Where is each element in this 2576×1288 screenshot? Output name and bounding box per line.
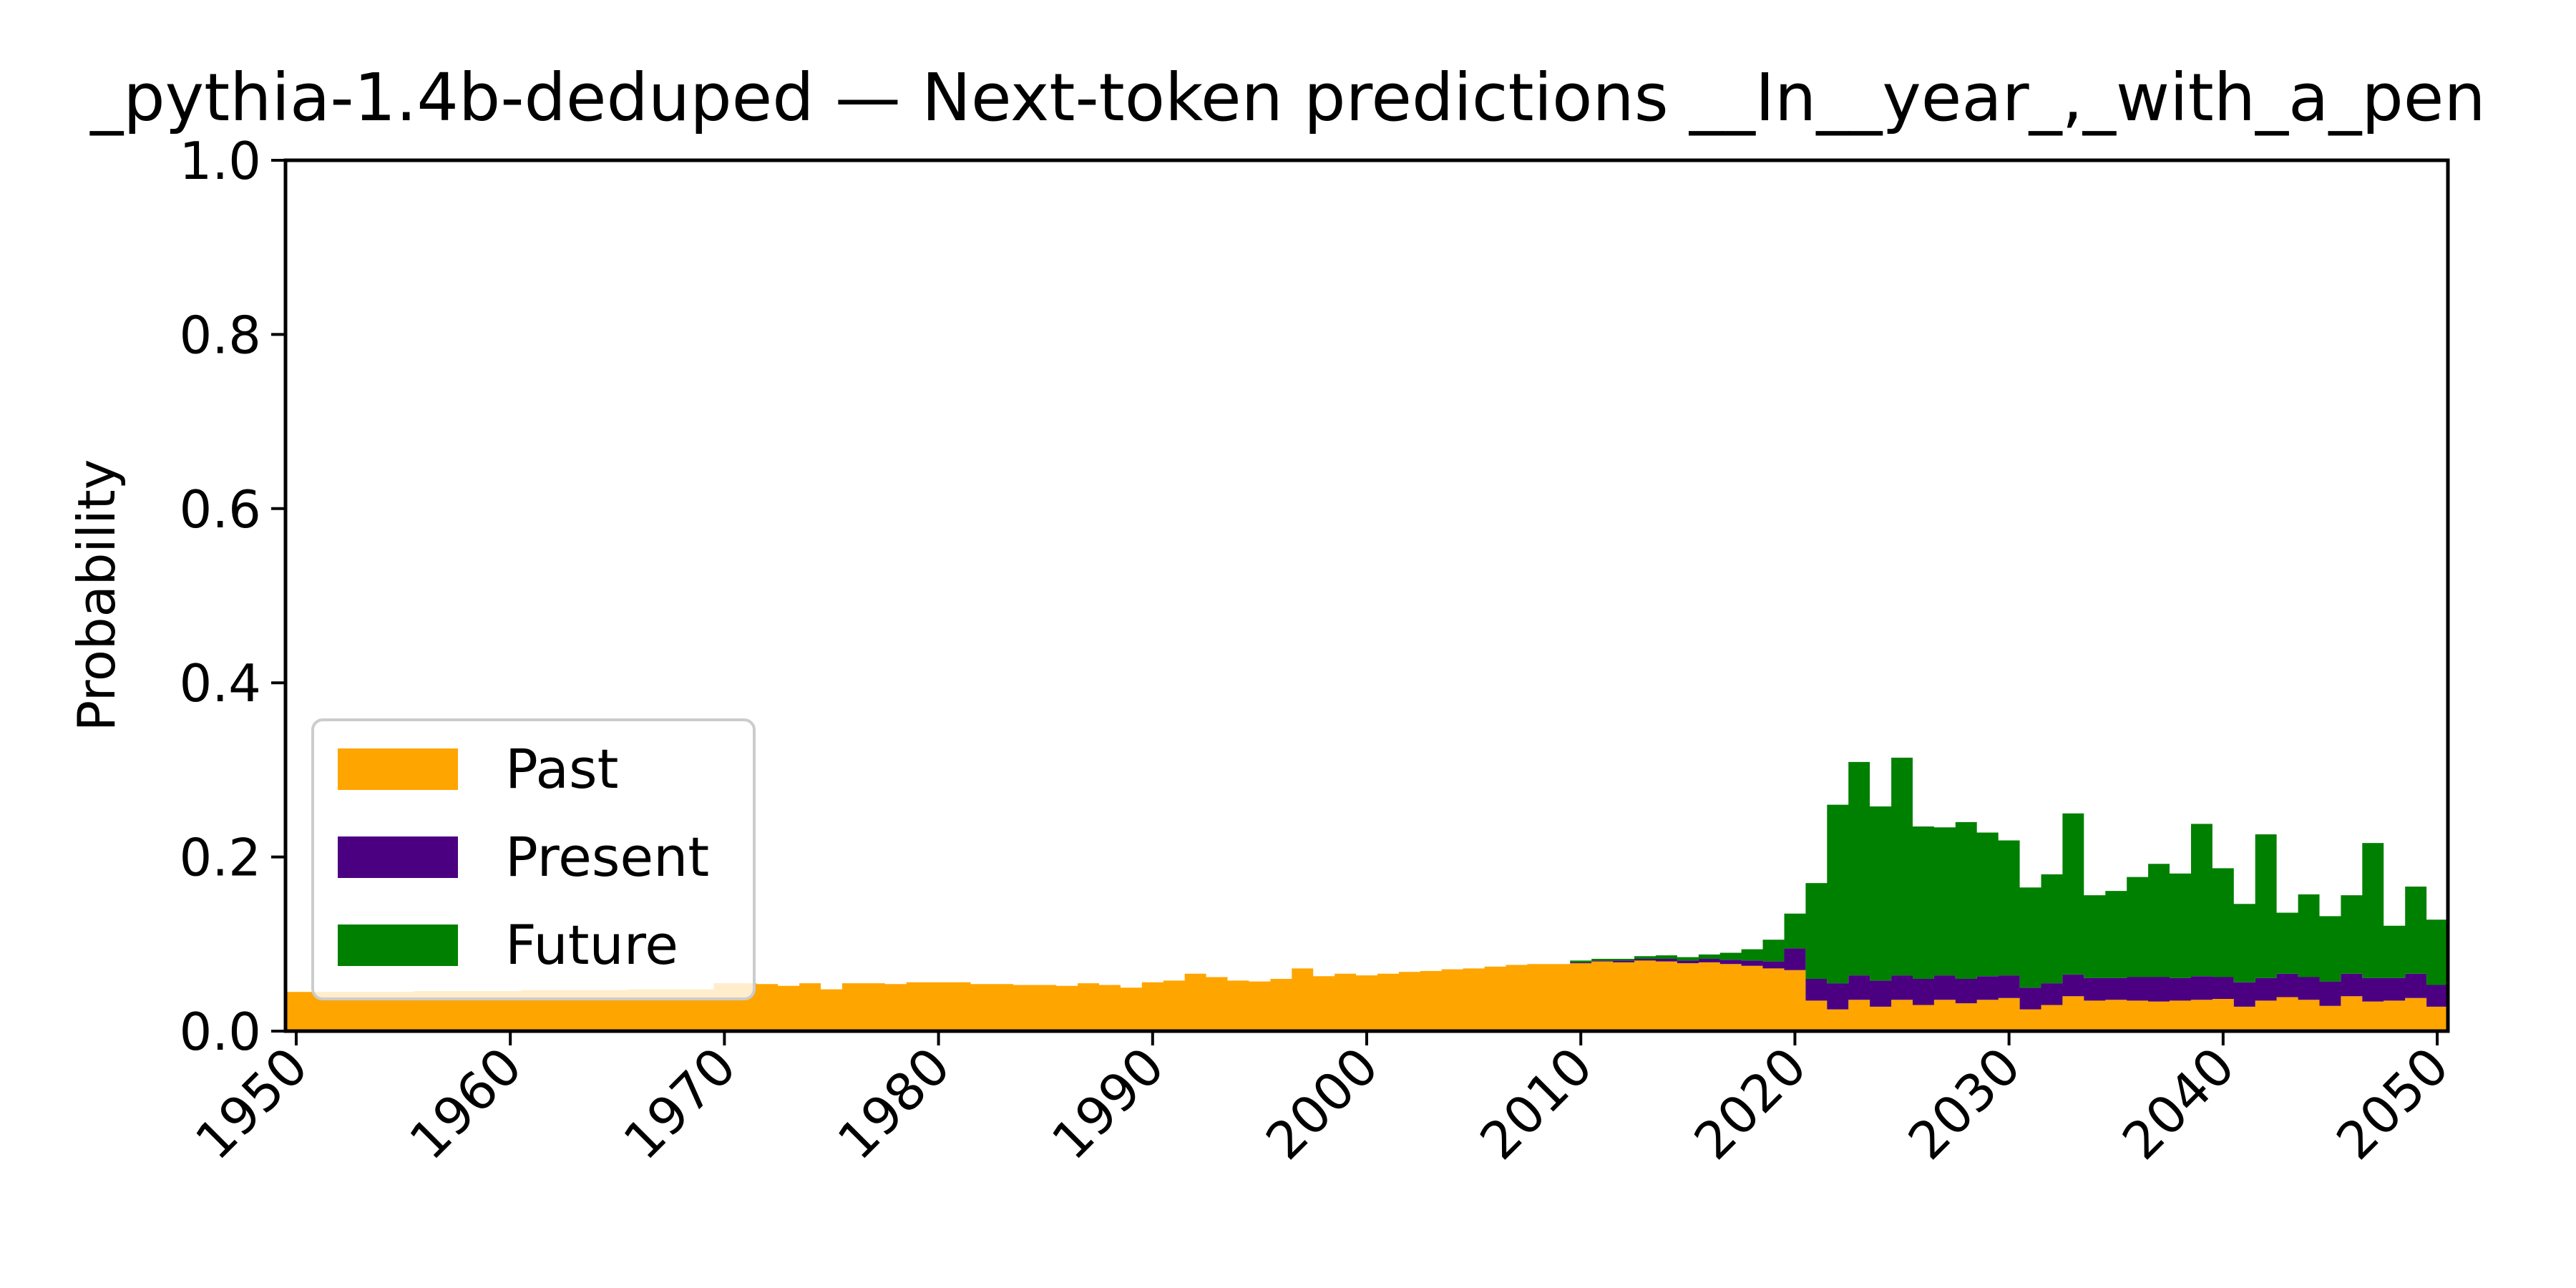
series-area-future xyxy=(286,757,2448,992)
x-tick-label: 2040 xyxy=(2111,1036,2246,1171)
x-tick-label: 1970 xyxy=(612,1036,747,1171)
legend-swatch-past xyxy=(338,748,458,790)
x-tick-label: 1960 xyxy=(398,1036,533,1171)
legend-swatch-present xyxy=(338,836,458,878)
series-area-past xyxy=(286,960,2448,1031)
legend-label-past: Past xyxy=(505,737,618,801)
legend-label-present: Present xyxy=(505,825,709,889)
y-tick-label: 0.6 xyxy=(179,479,261,540)
y-tick-label: 0.8 xyxy=(179,305,261,365)
y-axis: 0.0 0.2 0.4 0.6 0.8 1.0 xyxy=(179,131,286,1062)
y-tick-label: 1.0 xyxy=(179,131,261,191)
x-tick-label: 1980 xyxy=(826,1036,962,1171)
y-tick-label: 0.2 xyxy=(179,828,261,888)
x-tick-label: 2030 xyxy=(1897,1036,2032,1171)
series-layer xyxy=(286,757,2448,1031)
x-tick-label: 1990 xyxy=(1040,1036,1176,1171)
x-tick-label: 2020 xyxy=(1682,1036,1818,1171)
chart-title: _pythia-1.4b-deduped — Next-token predic… xyxy=(89,59,2485,136)
x-tick-label: 2050 xyxy=(2325,1036,2460,1171)
series-area-present xyxy=(286,948,2448,1010)
x-tick-label: 2010 xyxy=(1468,1036,1604,1171)
legend: Past Present Future xyxy=(311,718,756,1000)
x-tick-label: 2000 xyxy=(1254,1036,1390,1171)
x-axis: 1950 1960 1970 1980 1990 2000 2010 2020 2030 2040… xyxy=(184,1031,2460,1171)
y-tick-label: 0.4 xyxy=(179,653,261,713)
y-tick-label: 0.0 xyxy=(179,1002,261,1062)
y-axis-label: Probability xyxy=(67,459,127,732)
legend-label-future: Future xyxy=(505,913,678,977)
legend-swatch-future xyxy=(338,924,458,966)
